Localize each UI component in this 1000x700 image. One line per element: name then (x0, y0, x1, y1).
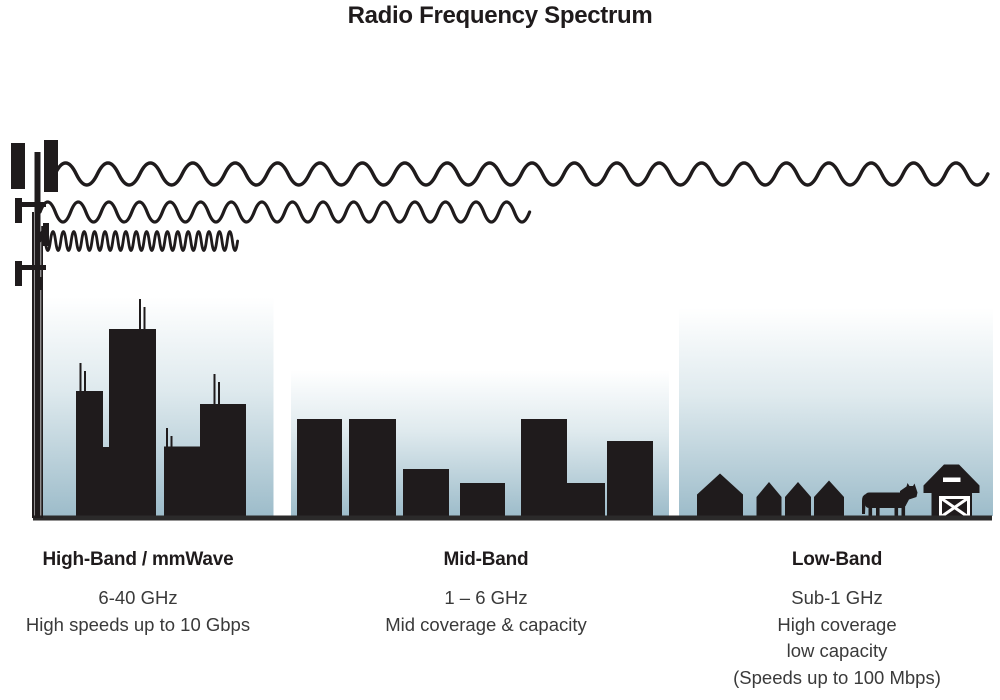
house-icon (814, 480, 844, 518)
spectrum-illustration (11, 140, 993, 521)
tower-pole-line (32, 212, 34, 518)
high-band-skyline (76, 299, 246, 518)
band-detail-line: low capacity (786, 640, 888, 662)
band-label-high-band: High-Band / mmWave 6-40 GHz High speeds … (8, 549, 268, 638)
building-icon (521, 419, 567, 518)
band-detail-line: 6-40 GHz (98, 587, 178, 608)
radio-waves (38, 161, 990, 252)
band-detail-line: (Speeds up to 100 Mbps) (733, 666, 941, 688)
house-icon (756, 482, 782, 518)
cow-icon (862, 483, 918, 518)
building-icon (460, 483, 505, 518)
house-icon (785, 482, 811, 518)
cow-head (900, 483, 918, 506)
building-icon (567, 483, 605, 518)
band-heading: Low-Band (791, 549, 883, 570)
tower-antenna-panel (15, 261, 22, 286)
cow-leg (901, 505, 906, 518)
tower-pole (34, 152, 41, 518)
band-detail-line: High speeds up to 10 Gbps (25, 613, 251, 635)
skyscraper-icon (76, 391, 103, 518)
cow-leg (868, 505, 873, 518)
skyscraper-icon (99, 447, 112, 518)
tower-antenna-panel (11, 143, 25, 189)
skyscraper-icon (109, 329, 156, 518)
band-label-low-band: Low-Band Sub-1 GHz High coverage low cap… (687, 549, 987, 691)
barn-door-cross (940, 497, 969, 518)
band-detail-line: Sub-1 GHz (791, 587, 883, 608)
band-detail-line: Mid coverage & capacity (385, 613, 587, 635)
tower-crossarm (16, 265, 46, 270)
skyscraper-icon (200, 404, 246, 518)
cow-leg (894, 505, 899, 518)
tower-crossarm (16, 202, 46, 207)
low-frequency-wave-icon (53, 161, 990, 187)
high-frequency-wave-icon (38, 230, 239, 252)
building-icon (349, 419, 396, 518)
band-details: 1 – 6 GHz Mid coverage & capacity (356, 585, 616, 638)
cow-body (865, 492, 906, 508)
cow-tail (862, 494, 869, 514)
band-detail-line: High coverage (777, 613, 897, 635)
band-heading: Mid-Band (443, 549, 529, 570)
band-details: Sub-1 GHz High coverage low capacity (Sp… (687, 585, 987, 691)
house-icon (697, 473, 743, 518)
band-label-mid-band: Mid-Band 1 – 6 GHz Mid coverage & capaci… (356, 549, 616, 638)
building-icon (607, 441, 653, 518)
barn-loft-window (943, 477, 961, 482)
cow-leg (876, 505, 880, 518)
band-heading: High-Band / mmWave (42, 549, 234, 570)
mid-band-skyline (297, 419, 653, 518)
antenna-icon (79, 299, 220, 447)
building-icon (297, 419, 342, 518)
tower-antenna-panel (44, 140, 58, 192)
band-details: 6-40 GHz High speeds up to 10 Gbps (8, 585, 268, 638)
tower-pole-line (41, 226, 43, 518)
ground-line (33, 515, 992, 521)
tower-antenna-panel (37, 277, 42, 290)
cell-tower-icon (11, 140, 58, 518)
skyscraper-icon (164, 446, 200, 518)
band-detail-line: 1 – 6 GHz (444, 587, 528, 608)
tower-antenna-panel (15, 198, 22, 223)
building-icon (403, 469, 449, 518)
mid-frequency-wave-icon (38, 200, 532, 224)
tower-antenna-panel (43, 223, 49, 246)
diagram-title: Radio Frequency Spectrum (347, 2, 653, 29)
